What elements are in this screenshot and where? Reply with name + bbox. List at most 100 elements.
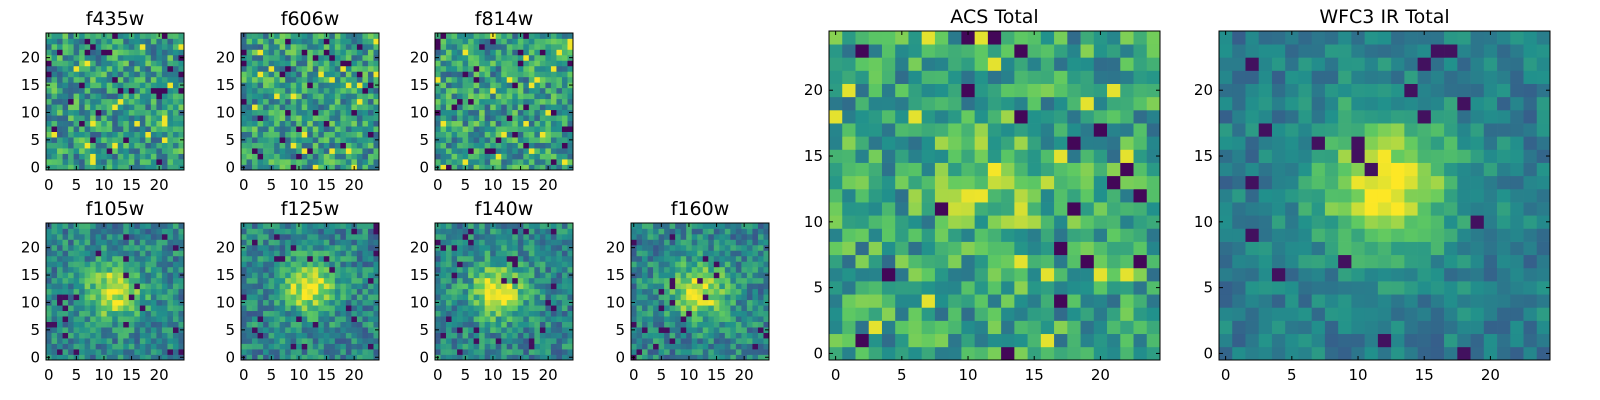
heatmap-cell	[172, 159, 179, 165]
heatmap-cell	[62, 126, 69, 132]
heatmap-cell	[95, 126, 102, 132]
heatmap-cell	[312, 288, 319, 295]
heatmap-cell	[340, 288, 347, 295]
heatmap-cell	[351, 109, 358, 116]
heatmap-cell	[561, 38, 568, 45]
heatmap-cell	[435, 228, 441, 235]
heatmap-cell	[495, 33, 502, 39]
heatmap-cell	[523, 332, 530, 339]
heatmap-cell	[323, 115, 330, 122]
heatmap-cell	[473, 93, 480, 100]
heatmap-cell	[501, 332, 508, 339]
heatmap-cell	[367, 233, 374, 240]
heatmap-cell	[484, 239, 491, 246]
heatmap-cell	[752, 233, 759, 240]
heatmap-cell	[356, 126, 363, 132]
heatmap-cell	[68, 239, 74, 246]
heatmap-cell	[446, 244, 452, 251]
heatmap-cell	[545, 38, 552, 45]
heatmap-cell	[669, 327, 676, 333]
heatmap-cell	[117, 93, 124, 100]
heatmap-cell	[829, 320, 843, 335]
heatmap-cell	[636, 233, 643, 240]
heatmap-cell	[340, 148, 347, 154]
heatmap-cell	[367, 33, 374, 39]
heatmap-cell	[479, 255, 486, 262]
heatmap-cell	[490, 126, 497, 132]
heatmap-cell	[73, 148, 80, 154]
heatmap-cell	[84, 228, 91, 235]
heatmap-cell	[523, 126, 530, 132]
heatmap-cell	[84, 137, 91, 143]
heatmap-cell	[961, 320, 975, 335]
heatmap-cell	[829, 202, 843, 216]
x-tick-label: 15	[122, 176, 141, 194]
heatmap-cell	[550, 244, 557, 251]
heatmap-cell	[440, 233, 447, 240]
heatmap-cell	[329, 49, 336, 56]
heatmap-cell	[101, 115, 108, 122]
heatmap-cell	[719, 244, 726, 251]
heatmap-cell	[561, 137, 568, 143]
heatmap-cell	[101, 288, 108, 295]
heatmap-cell	[323, 338, 330, 344]
heatmap-cell	[561, 98, 568, 105]
heatmap-cell	[252, 250, 258, 257]
heatmap-cell	[746, 283, 753, 290]
heatmap-cell	[675, 349, 682, 355]
heatmap-cell	[1120, 228, 1134, 242]
heatmap-cell	[84, 60, 91, 67]
heatmap-cell	[653, 305, 659, 312]
heatmap-cell	[697, 239, 704, 246]
y-tick-label: 5	[615, 321, 625, 339]
heatmap-cell	[323, 71, 330, 78]
heatmap-cell	[1080, 215, 1095, 229]
heatmap-cell	[62, 76, 69, 83]
heatmap-cell	[106, 142, 113, 149]
heatmap-cell	[528, 104, 535, 111]
heatmap-cell	[90, 294, 97, 301]
y-tick-label: 20	[410, 49, 429, 67]
heatmap-cell	[829, 215, 843, 229]
heatmap-cell	[550, 54, 557, 61]
heatmap-cell	[855, 333, 870, 348]
heatmap-cell	[145, 343, 152, 350]
heatmap-cell	[345, 338, 352, 344]
heatmap-cell	[356, 71, 363, 78]
heatmap-cell	[274, 272, 280, 279]
heatmap-cell	[57, 299, 63, 306]
heatmap-cell	[274, 131, 280, 138]
heatmap-cell	[329, 104, 336, 111]
heatmap-cell	[658, 233, 665, 240]
heatmap-cell	[895, 294, 909, 308]
heatmap-cell	[545, 142, 552, 149]
heatmap-cell	[161, 321, 168, 328]
heatmap-cell	[719, 343, 726, 350]
heatmap-cell	[367, 327, 374, 333]
heatmap-cell	[95, 272, 102, 279]
heatmap-cell	[84, 316, 91, 322]
heatmap-cell	[73, 98, 80, 105]
heatmap-cell	[495, 164, 502, 171]
heatmap-cell	[51, 115, 58, 122]
heatmap-cell	[512, 142, 519, 149]
heatmap-cell	[556, 294, 563, 301]
heatmap-cell	[301, 228, 308, 235]
heatmap-cell	[713, 272, 720, 279]
heatmap-cell	[440, 228, 447, 235]
heatmap-cell	[512, 54, 519, 61]
heatmap-cell	[57, 294, 63, 301]
heatmap-cell	[501, 148, 508, 154]
heatmap-cell	[285, 54, 292, 61]
heatmap-cell	[134, 159, 141, 165]
heatmap-cell	[567, 71, 574, 78]
heatmap-cell	[479, 71, 486, 78]
heatmap-cell	[506, 148, 513, 154]
heatmap-cell	[539, 223, 546, 229]
heatmap-cell	[90, 65, 97, 72]
heatmap-cell	[550, 250, 557, 257]
axes-frame	[434, 32, 574, 171]
heatmap-cell	[987, 333, 1002, 348]
heatmap-cell	[252, 272, 258, 279]
heatmap-cell	[567, 148, 574, 154]
